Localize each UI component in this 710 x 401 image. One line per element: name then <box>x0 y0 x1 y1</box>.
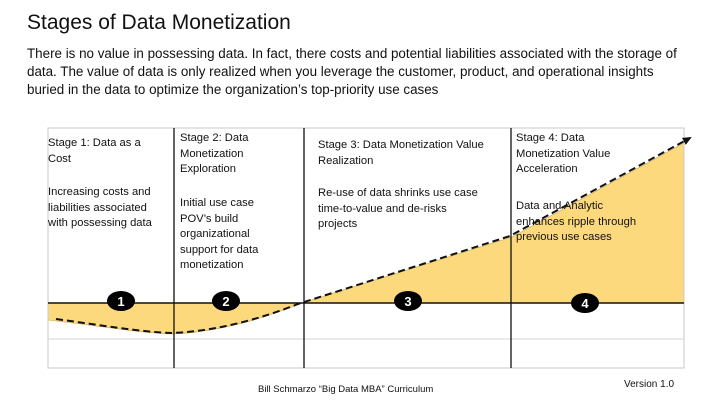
diagram-frame <box>47 127 685 369</box>
stage-3-title: Stage 3: Data Monetization Value Realiza… <box>318 139 484 167</box>
stage-2-title: Stage 2: Data Monetization Exploration <box>180 132 249 176</box>
stage-badge-number: 2 <box>222 294 229 309</box>
stage-2-description: Initial use case POV’s build organizatio… <box>180 197 259 272</box>
value-area-negative <box>47 302 303 335</box>
page-title: Stages of Data Monetization <box>27 11 291 34</box>
value-trajectory-arrow <box>55 137 692 335</box>
stage-badge-number: 3 <box>404 294 411 309</box>
stage-badge-number: 4 <box>581 296 589 311</box>
intro-paragraph: There is no value in possessing data. In… <box>27 46 677 97</box>
stage-4-title: Stage 4: Data Monetization Value Acceler… <box>516 132 611 176</box>
footer-credit: Bill Schmarzo “Big Data MBA” Curriculum <box>258 384 434 395</box>
stage-badge-2: 2 <box>212 291 240 311</box>
stage-1-description: Increasing costs and liabilities associa… <box>48 186 152 230</box>
stage-badge-number: 1 <box>117 294 124 309</box>
footer-version: Version 1.0 <box>624 379 675 390</box>
stage-4-description: Data and Analytic enhances ripple throug… <box>516 200 637 244</box>
stage-badge-4: 4 <box>571 293 599 313</box>
stage-badge-1: 1 <box>107 291 135 311</box>
stage-badge-3: 3 <box>394 291 422 311</box>
stage-1-title: Stage 1: Data as a Cost <box>48 137 141 165</box>
stage-3-description: Re-use of data shrinks use case time-to-… <box>318 187 478 231</box>
